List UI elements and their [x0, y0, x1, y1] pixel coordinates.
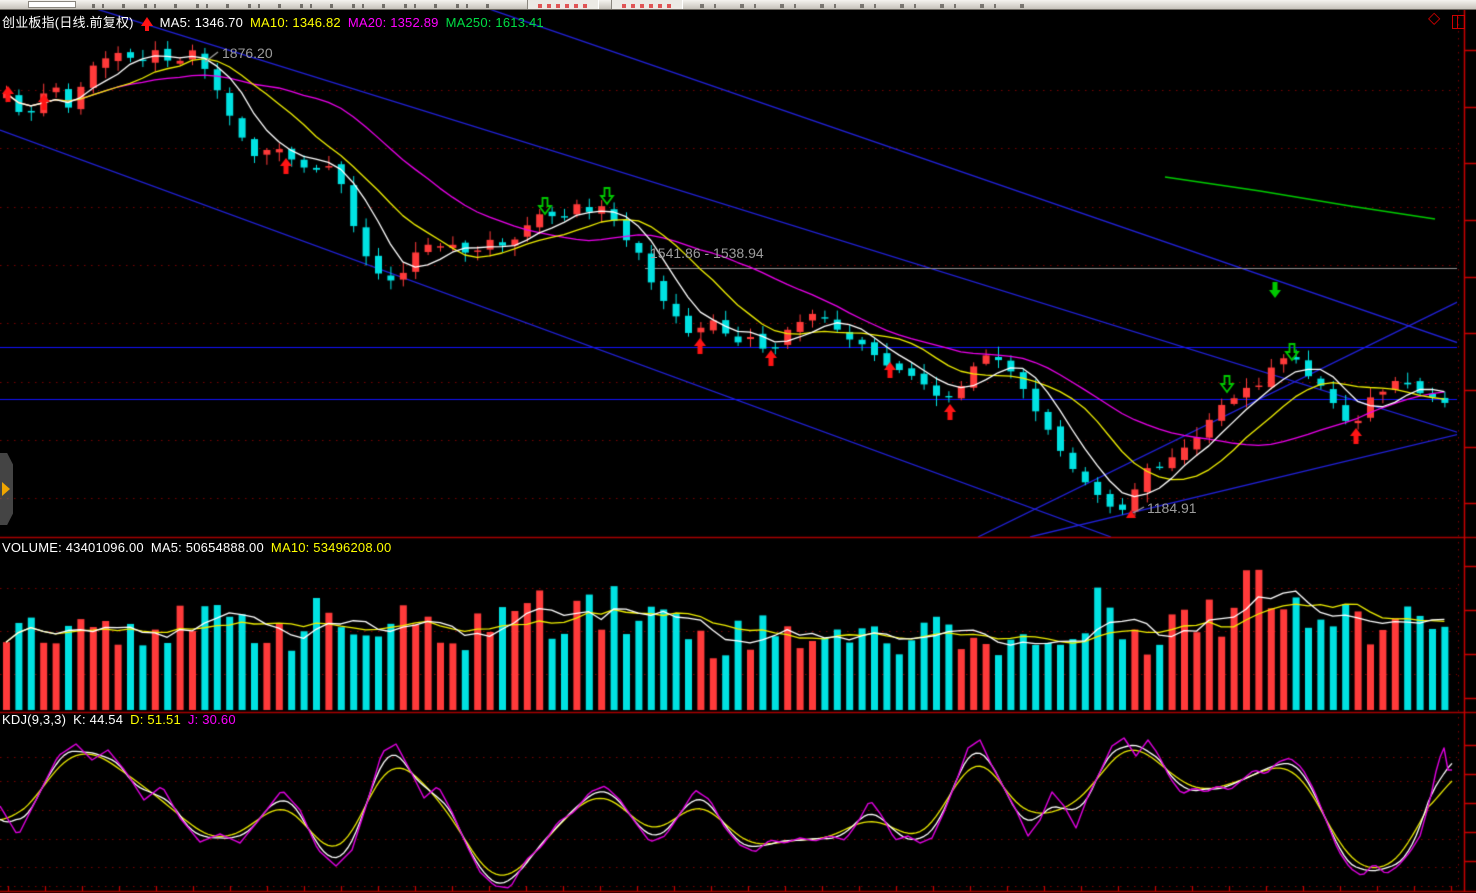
menubar-code-input[interactable]	[28, 1, 76, 8]
menubar-glyph-fragments	[700, 4, 1030, 8]
main-chart-header: 创业板指(日线.前复权) MA5: 1346.70 MA10: 1346.82 MA2…	[2, 12, 551, 31]
kdj-j-value: J: 30.60	[187, 712, 236, 727]
kdj-name: KDJ(9,3,3)	[2, 712, 67, 727]
split-window-icon[interactable]	[1452, 15, 1465, 29]
ma250-value: MA250: 1613.41	[445, 15, 544, 30]
top-menubar[interactable]	[0, 0, 1476, 10]
low-price-label: 1184.91	[1147, 500, 1197, 516]
peak-price-label: 1876.20	[222, 45, 273, 61]
volume-ma10-value: MA10: 53496208.00	[270, 540, 392, 555]
expand-arrow-icon	[2, 482, 10, 496]
left-panel-expander[interactable]	[0, 453, 13, 525]
kdj-d-value: D: 51.51	[130, 712, 181, 727]
volume-value: VOLUME: 43401096.00	[2, 540, 144, 555]
menubar-button[interactable]	[527, 0, 599, 9]
ma20-value: MA20: 1352.89	[347, 15, 439, 30]
menubar-glyph-fragments	[92, 4, 492, 8]
diamond-icon[interactable]: ◇	[1428, 10, 1441, 27]
ma5-value: MA5: 1346.70	[159, 15, 244, 30]
kdj-k-value: K: 44.54	[73, 712, 124, 727]
kdj-header: KDJ(9,3,3) K: 44.54 D: 51.51 J: 30.60	[2, 712, 243, 727]
up-arrow-icon	[140, 17, 153, 31]
volume-ma5-value: MA5: 50654888.00	[150, 540, 264, 555]
ma10-value: MA10: 1346.82	[250, 15, 341, 30]
gap-range-label: 1541.86 - 1538.94	[650, 245, 764, 261]
volume-header: VOLUME: 43401096.00 MA5: 50654888.00 MA10:…	[2, 540, 398, 555]
instrument-title: 创业板指(日线.前复权)	[2, 15, 134, 30]
menubar-button[interactable]	[611, 0, 683, 9]
